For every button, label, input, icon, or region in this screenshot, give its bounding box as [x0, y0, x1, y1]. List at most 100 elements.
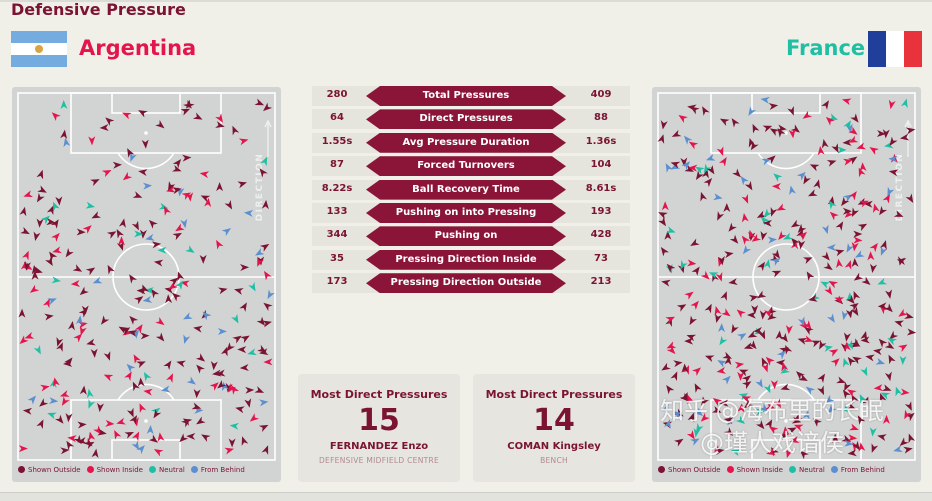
pressure-marker: [673, 360, 683, 368]
legend-item: Shown Outside: [658, 466, 721, 475]
stat-left-value: 87: [330, 159, 344, 171]
pressure-marker: [72, 264, 83, 272]
pressure-marker: [796, 371, 805, 380]
pressure-marker: [130, 152, 137, 162]
pressure-marker: [201, 434, 211, 442]
pressure-marker: [661, 201, 669, 211]
pressure-marker: [755, 420, 765, 430]
pressure-marker: [131, 220, 139, 231]
pressure-marker: [858, 442, 866, 452]
pressure-marker: [905, 412, 915, 422]
pressure-marker: [867, 251, 875, 261]
legend-item: Neutral: [789, 466, 825, 475]
pressure-marker: [18, 308, 26, 318]
pressure-marker: [855, 250, 865, 258]
legend-item: Shown Outside: [18, 466, 81, 475]
pressure-marker: [766, 155, 776, 164]
pressure-marker: [90, 179, 100, 187]
pressure-marker: [163, 360, 172, 370]
pressure-marker: [719, 118, 730, 126]
pressure-marker: [755, 408, 766, 416]
pressure-marker: [755, 378, 763, 388]
pressure-marker: [180, 108, 191, 116]
goal-box: [751, 92, 821, 114]
pressure-marker: [846, 294, 855, 304]
stat-row: 87 Forced Turnovers 104: [312, 156, 630, 177]
pressure-marker: [897, 344, 908, 353]
pressure-marker: [199, 171, 210, 179]
pressure-marker: [770, 258, 781, 266]
penalty-spot: [144, 131, 148, 135]
stat-label: Pushing on: [366, 226, 566, 246]
pressure-marker: [879, 205, 888, 216]
pressure-marker: [889, 330, 899, 340]
pressure-marker: [881, 384, 892, 391]
pressure-marker: [138, 110, 148, 118]
pressure-marker: [59, 390, 70, 397]
pressure-marker: [141, 139, 149, 149]
pressure-marker: [841, 434, 852, 442]
pressure-marker: [761, 362, 769, 373]
pressure-marker: [192, 112, 203, 120]
pressure-marker: [88, 399, 96, 409]
pressure-marker: [802, 410, 810, 420]
pressure-marker: [70, 279, 81, 287]
pressure-marker: [736, 333, 747, 341]
pressure-marker: [261, 199, 269, 210]
pressure-marker: [666, 263, 676, 273]
pressure-marker: [256, 316, 266, 326]
card-player: COMAN Kingsley: [507, 441, 601, 452]
pressure-marker: [763, 259, 771, 269]
pressure-marker: [826, 313, 835, 323]
card-position: BENCH: [540, 456, 568, 465]
pressure-marker: [791, 416, 802, 424]
pressure-marker: [791, 237, 800, 248]
pressure-marker: [847, 434, 858, 442]
pressure-marker: [674, 438, 684, 447]
pressure-marker: [200, 195, 211, 203]
legend-item: From Behind: [190, 466, 245, 475]
pressure-marker: [133, 354, 142, 364]
pressure-marker: [688, 164, 698, 172]
pressure-marker: [841, 196, 850, 207]
pressure-marker: [893, 445, 903, 453]
pressure-marker: [711, 405, 722, 413]
pressure-marker: [153, 259, 164, 267]
pressure-marker: [762, 219, 772, 227]
pressure-marker: [700, 412, 710, 422]
pressure-marker: [799, 450, 809, 460]
legend-item: From Behind: [830, 466, 885, 475]
pressure-marker: [857, 415, 866, 425]
pressure-marker: [790, 219, 801, 228]
pressure-marker: [728, 222, 737, 232]
pressure-marker: [771, 249, 781, 259]
pitch-map: DIRECTION: [17, 92, 276, 461]
card-value: 14: [533, 403, 575, 438]
pressure-marker: [844, 260, 852, 270]
stat-row: 1.55s Avg Pressure Duration 1.36s: [312, 132, 630, 153]
pressure-marker: [660, 120, 668, 130]
pressure-marker: [261, 445, 269, 455]
pressure-marker: [843, 332, 851, 342]
pressure-marker: [259, 243, 270, 252]
pressure-marker: [44, 313, 54, 321]
pressure-marker: [899, 355, 907, 365]
pressure-marker: [60, 129, 68, 140]
pressure-marker: [821, 100, 830, 110]
pressure-marker: [666, 345, 676, 355]
pressure-marker: [869, 147, 879, 155]
card-position: DEFENSIVE MIDFIELD CENTRE: [318, 456, 440, 465]
pressure-marker: [693, 427, 701, 438]
pressure-marker: [858, 167, 866, 178]
pressure-marker: [904, 401, 912, 411]
pressure-marker: [185, 245, 195, 254]
pressure-marker: [195, 353, 206, 362]
pressure-marker: [900, 388, 910, 396]
pressure-marker: [780, 383, 791, 391]
pressure-marker: [763, 208, 773, 218]
pressure-marker: [105, 117, 115, 126]
pressure-marker: [741, 213, 749, 223]
pressure-marker: [764, 308, 771, 318]
pressure-marker: [244, 398, 252, 408]
pressure-marker: [757, 261, 765, 272]
